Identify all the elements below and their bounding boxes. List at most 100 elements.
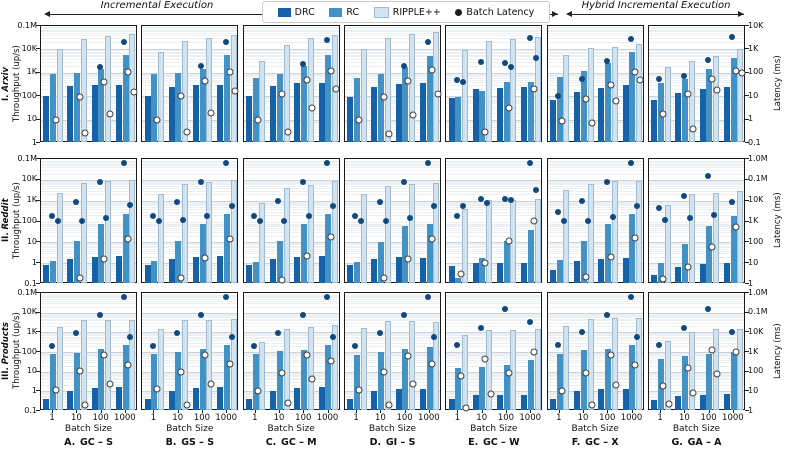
gridline (344, 266, 440, 268)
gridline (547, 393, 643, 395)
latency-open-dot (404, 352, 412, 360)
latency-open-dot (404, 77, 412, 85)
x-tick-mark (732, 410, 734, 413)
gridline (344, 123, 440, 125)
bar-RC (503, 240, 510, 283)
gridline (446, 224, 542, 226)
gridline (648, 179, 744, 181)
gridline (547, 340, 643, 342)
gridline (243, 53, 339, 55)
chart-panel-I-B (141, 25, 239, 142)
gridline (547, 208, 643, 210)
gridline (41, 303, 136, 305)
bar-DRC (347, 97, 354, 142)
gridline (547, 112, 643, 114)
bar-RIPPLE++ (332, 181, 338, 283)
gridline (446, 75, 542, 77)
bar-RC (175, 72, 182, 142)
gridline (547, 77, 643, 79)
gridline (344, 181, 440, 183)
latency-axis-tick-label: 1 (748, 278, 754, 288)
batch-latency-dot (174, 330, 181, 337)
gridline (142, 98, 238, 100)
gridline (648, 244, 744, 246)
latency-open-dot (582, 273, 590, 281)
bar-DRC (43, 96, 50, 142)
gridline (344, 188, 440, 190)
gridline (547, 97, 643, 99)
gridline (344, 277, 440, 279)
gridline (446, 121, 542, 123)
gridline (344, 371, 440, 373)
gridline (547, 173, 643, 175)
gridline (446, 357, 542, 359)
gridline (41, 229, 136, 231)
latency-open-dot (530, 85, 538, 93)
bar-DRC (318, 387, 325, 410)
bar-RIPPLE++ (688, 332, 695, 410)
gridline (648, 180, 744, 182)
gridline (142, 393, 238, 395)
gridline (142, 373, 238, 375)
gridline (344, 222, 440, 224)
latency-tick-mark (745, 118, 749, 120)
gridline (41, 357, 136, 359)
gridline (344, 50, 440, 52)
gridline (142, 123, 238, 125)
gridline (344, 326, 440, 328)
gridline (243, 221, 339, 223)
bar-RC (605, 63, 612, 142)
gridline (648, 211, 744, 213)
y-axis-tick-label: 0.1 (24, 405, 37, 415)
latency-tick-mark (745, 241, 749, 243)
gridline (648, 395, 744, 397)
gridline (243, 373, 339, 375)
bar-RIPPLE++ (105, 319, 112, 410)
latency-open-dot (76, 367, 84, 375)
chart-panel-II-C (242, 158, 340, 284)
bar-RIPPLE++ (157, 328, 164, 410)
gridline (547, 190, 643, 192)
gridline (547, 338, 643, 340)
gridline (142, 353, 238, 355)
gridline (243, 35, 339, 37)
gridline (446, 179, 542, 181)
bar-DRC (598, 258, 605, 283)
gridline (547, 108, 643, 110)
bar-RIPPLE++ (384, 320, 391, 410)
gridline (344, 312, 440, 314)
batch-latency-dot (121, 39, 128, 46)
gridline (446, 332, 542, 334)
gridline (547, 314, 643, 316)
latency-open-dot (201, 351, 209, 359)
bar-RIPPLE++ (360, 328, 367, 410)
bar-RC (479, 91, 486, 142)
bar-RC (353, 77, 360, 142)
gridline (648, 246, 744, 248)
chart-panel-III-E (445, 292, 543, 411)
y-axis-tick-label: 0.1 (24, 278, 37, 288)
bar-RIPPLE++ (206, 319, 213, 410)
latency-tick-mark (745, 390, 749, 392)
batch-latency-dot (484, 200, 491, 207)
batch-latency-dot (680, 325, 687, 332)
gridline (142, 346, 238, 348)
bar-RC (151, 261, 158, 283)
chart-panel-III-G (647, 292, 745, 410)
gridline (344, 340, 440, 342)
latency-open-dot (76, 93, 84, 101)
chart-panel-III-C (242, 292, 340, 410)
gridline (41, 267, 136, 269)
gridline (547, 202, 643, 204)
gridline (648, 385, 744, 387)
latency-axis-tick-label: 1.0M (748, 153, 768, 163)
gridline (344, 242, 440, 244)
gridline (142, 221, 238, 223)
gridline (41, 73, 136, 75)
bar-RIPPLE++ (56, 327, 63, 410)
gridline (142, 183, 238, 185)
gridline (243, 334, 339, 336)
gridline (547, 294, 643, 296)
gridline (446, 49, 542, 51)
bar-RIPPLE++ (332, 324, 338, 410)
